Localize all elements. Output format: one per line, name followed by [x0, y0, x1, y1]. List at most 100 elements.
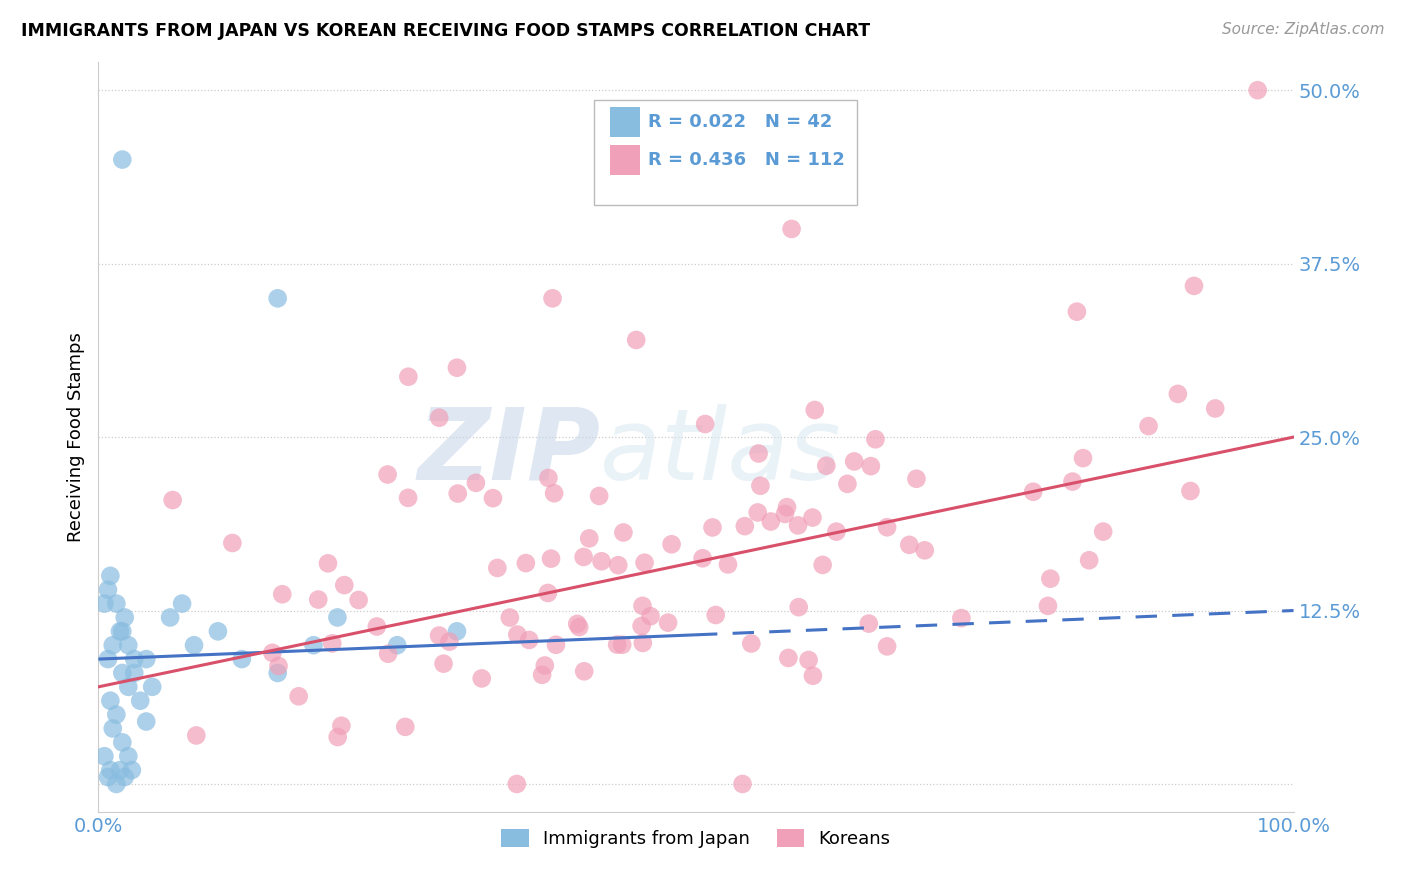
Point	[159, 610, 181, 624]
Point	[231, 652, 253, 666]
Point	[1180, 483, 1202, 498]
Point	[533, 658, 555, 673]
Point	[695, 417, 717, 431]
Point	[815, 458, 838, 473]
Point	[630, 619, 652, 633]
Point	[499, 610, 522, 624]
Point	[105, 597, 128, 611]
Point	[876, 520, 898, 534]
Point	[108, 624, 131, 639]
Point	[626, 333, 648, 347]
Point	[801, 510, 824, 524]
Point	[859, 459, 882, 474]
FancyBboxPatch shape	[595, 100, 858, 205]
Legend: Immigrants from Japan, Koreans: Immigrants from Japan, Koreans	[495, 822, 897, 855]
Point	[111, 624, 134, 639]
Point	[515, 556, 537, 570]
Point	[578, 532, 600, 546]
Point	[543, 486, 565, 500]
Point	[612, 638, 634, 652]
Point	[377, 467, 399, 482]
Point	[101, 722, 124, 736]
Point	[307, 592, 329, 607]
Point	[780, 222, 803, 236]
Point	[776, 500, 799, 515]
Point	[427, 628, 450, 642]
Point	[121, 763, 143, 777]
Point	[787, 518, 810, 533]
Point	[837, 476, 859, 491]
Point	[631, 599, 654, 613]
Point	[316, 557, 339, 571]
Point	[950, 611, 973, 625]
Point	[506, 777, 529, 791]
Point	[1022, 484, 1045, 499]
Point	[631, 636, 654, 650]
Point	[141, 680, 163, 694]
Point	[98, 694, 122, 708]
Point	[537, 471, 560, 485]
Point	[464, 475, 486, 490]
Point	[482, 491, 505, 505]
Point	[446, 624, 468, 639]
Point	[1066, 304, 1088, 318]
Point	[606, 638, 628, 652]
Point	[105, 707, 128, 722]
Point	[396, 491, 419, 505]
Point	[326, 730, 349, 744]
Point	[905, 472, 928, 486]
Point	[568, 620, 591, 634]
Point	[97, 770, 120, 784]
Point	[702, 520, 724, 534]
Point	[801, 669, 824, 683]
Point	[574, 665, 596, 679]
Point	[439, 634, 461, 648]
FancyBboxPatch shape	[610, 145, 640, 175]
Point	[1182, 279, 1205, 293]
Point	[1137, 419, 1160, 434]
Point	[117, 749, 139, 764]
Point	[1039, 572, 1062, 586]
Point	[101, 638, 124, 652]
Point	[633, 556, 655, 570]
Point	[396, 369, 419, 384]
Point	[394, 720, 416, 734]
Point	[105, 777, 128, 791]
Point	[447, 486, 470, 500]
Point	[446, 360, 468, 375]
Point	[287, 690, 309, 704]
Point	[262, 646, 284, 660]
Point	[111, 735, 134, 749]
Point	[207, 624, 229, 639]
Point	[186, 728, 208, 742]
Point	[541, 291, 564, 305]
Point	[591, 554, 613, 568]
Text: R = 0.436   N = 112: R = 0.436 N = 112	[648, 151, 845, 169]
Point	[98, 763, 122, 777]
Point	[717, 558, 740, 572]
Point	[129, 694, 152, 708]
Point	[740, 636, 762, 650]
Point	[759, 515, 782, 529]
Text: Source: ZipAtlas.com: Source: ZipAtlas.com	[1222, 22, 1385, 37]
Point	[657, 615, 679, 630]
Y-axis label: Receiving Food Stamps: Receiving Food Stamps	[66, 332, 84, 542]
Point	[93, 597, 115, 611]
Point	[567, 616, 589, 631]
Point	[531, 668, 554, 682]
Point	[825, 524, 848, 539]
Text: ZIP: ZIP	[418, 403, 600, 500]
Point	[267, 659, 290, 673]
Point	[787, 600, 810, 615]
Point	[731, 777, 754, 791]
Point	[778, 651, 800, 665]
Point	[108, 763, 131, 777]
Point	[267, 291, 290, 305]
Point	[517, 632, 540, 647]
Point	[858, 616, 880, 631]
Point	[544, 638, 567, 652]
Point	[93, 749, 115, 764]
Point	[1036, 599, 1059, 613]
Point	[1062, 475, 1084, 489]
Point	[898, 538, 921, 552]
